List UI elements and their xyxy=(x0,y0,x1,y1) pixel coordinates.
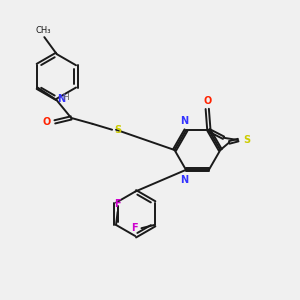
Text: S: S xyxy=(114,125,121,135)
Text: CH₃: CH₃ xyxy=(35,26,51,35)
Text: F: F xyxy=(114,199,121,209)
Text: O: O xyxy=(42,117,50,127)
Text: N: N xyxy=(57,94,65,104)
Text: F: F xyxy=(132,223,138,233)
Text: N: N xyxy=(180,116,188,126)
Text: N: N xyxy=(180,175,188,185)
Text: H: H xyxy=(62,93,69,102)
Text: O: O xyxy=(203,96,212,106)
Text: S: S xyxy=(243,135,250,145)
